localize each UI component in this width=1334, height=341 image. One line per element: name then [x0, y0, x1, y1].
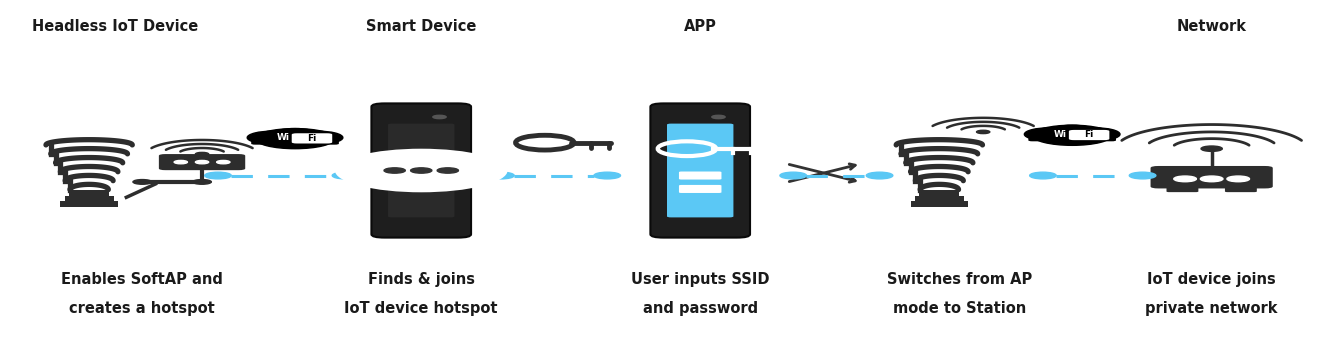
Text: IoT device joins: IoT device joins	[1147, 272, 1277, 287]
Text: APP: APP	[684, 19, 716, 34]
FancyBboxPatch shape	[159, 154, 245, 170]
Circle shape	[438, 168, 459, 173]
Circle shape	[255, 129, 335, 149]
FancyBboxPatch shape	[69, 190, 109, 196]
FancyBboxPatch shape	[251, 136, 339, 145]
Circle shape	[195, 160, 208, 164]
FancyBboxPatch shape	[679, 185, 722, 193]
Text: and password: and password	[643, 300, 758, 315]
Circle shape	[192, 180, 211, 184]
Circle shape	[712, 115, 726, 119]
Text: Enables SoftAP and: Enables SoftAP and	[61, 272, 223, 287]
Circle shape	[1227, 176, 1250, 182]
Text: Network: Network	[1177, 19, 1247, 34]
Circle shape	[133, 180, 152, 184]
Text: User inputs SSID: User inputs SSID	[631, 272, 770, 287]
Circle shape	[1069, 128, 1121, 141]
Circle shape	[216, 160, 229, 164]
Circle shape	[273, 129, 317, 139]
FancyBboxPatch shape	[388, 123, 455, 218]
Text: Fi: Fi	[1085, 130, 1094, 139]
Text: Wi: Wi	[1054, 130, 1067, 139]
Circle shape	[1030, 172, 1057, 179]
Text: creates a hotspot: creates a hotspot	[69, 300, 215, 315]
Circle shape	[594, 172, 620, 179]
Circle shape	[332, 172, 359, 179]
FancyBboxPatch shape	[679, 172, 722, 180]
FancyBboxPatch shape	[1069, 130, 1110, 140]
Text: private network: private network	[1146, 300, 1278, 315]
Circle shape	[411, 168, 432, 173]
Circle shape	[247, 131, 299, 144]
Circle shape	[1201, 146, 1222, 151]
FancyBboxPatch shape	[64, 196, 113, 202]
FancyBboxPatch shape	[1166, 186, 1198, 192]
FancyBboxPatch shape	[60, 202, 117, 207]
Circle shape	[1174, 176, 1197, 182]
Circle shape	[204, 172, 231, 179]
Text: mode to Station: mode to Station	[892, 300, 1026, 315]
Text: Smart Device: Smart Device	[366, 19, 476, 34]
Circle shape	[1201, 176, 1223, 182]
Circle shape	[488, 172, 514, 179]
Text: Finds & joins: Finds & joins	[368, 272, 475, 287]
FancyBboxPatch shape	[911, 202, 968, 207]
FancyBboxPatch shape	[667, 123, 734, 218]
Text: Fi: Fi	[307, 134, 316, 143]
Circle shape	[384, 168, 406, 173]
Circle shape	[1033, 125, 1113, 145]
Text: IoT device hotspot: IoT device hotspot	[344, 300, 498, 315]
FancyBboxPatch shape	[371, 103, 471, 238]
Circle shape	[976, 130, 990, 134]
FancyBboxPatch shape	[1150, 166, 1273, 189]
Circle shape	[432, 115, 446, 119]
Text: Headless IoT Device: Headless IoT Device	[32, 19, 199, 34]
FancyBboxPatch shape	[1029, 132, 1117, 141]
FancyBboxPatch shape	[919, 190, 959, 196]
Circle shape	[175, 160, 188, 164]
Circle shape	[335, 149, 507, 192]
FancyBboxPatch shape	[651, 103, 750, 238]
FancyBboxPatch shape	[915, 196, 963, 202]
Text: Switches from AP: Switches from AP	[887, 272, 1033, 287]
Circle shape	[1050, 125, 1094, 136]
Circle shape	[866, 172, 892, 179]
Circle shape	[1130, 172, 1155, 179]
Circle shape	[1025, 128, 1077, 141]
FancyBboxPatch shape	[292, 133, 332, 144]
Circle shape	[291, 131, 343, 144]
Text: Wi: Wi	[276, 133, 289, 142]
Circle shape	[195, 152, 208, 156]
Circle shape	[780, 172, 807, 179]
FancyBboxPatch shape	[1225, 186, 1257, 192]
